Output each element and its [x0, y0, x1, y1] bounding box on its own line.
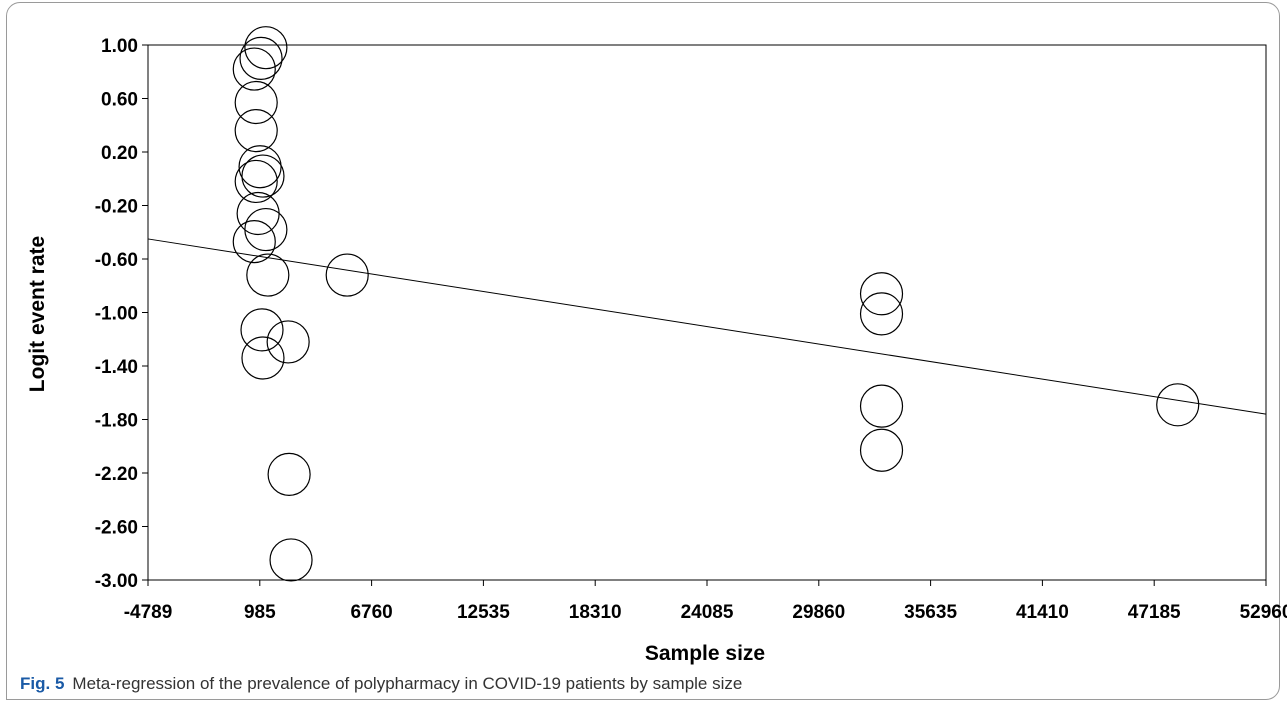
y-tick-label: -1.00	[95, 304, 138, 325]
x-tick-label: 12535	[457, 602, 510, 623]
data-point	[859, 292, 904, 336]
data-point	[859, 428, 904, 472]
data-point	[236, 191, 280, 236]
y-axis-title: Logit event rate	[26, 236, 49, 392]
figure-caption: Fig. 5 Meta-regression of the prevalence …	[20, 674, 742, 694]
data-point	[246, 253, 290, 297]
x-tick-label: 35635	[904, 602, 957, 623]
data-point	[325, 253, 369, 297]
data-point	[1156, 383, 1200, 427]
y-tick-label: -2.60	[95, 518, 138, 539]
x-tick-label: 18310	[569, 602, 622, 623]
regression-line	[147, 238, 1267, 415]
data-point	[234, 109, 278, 153]
data-point	[267, 452, 311, 496]
x-axis-title: Sample size	[645, 642, 765, 665]
data-point	[234, 80, 278, 125]
data-point	[234, 159, 278, 204]
data-point	[238, 145, 282, 189]
x-tick-label: 24085	[681, 602, 734, 623]
figure-frame	[6, 2, 1280, 700]
x-tick-label: 52960	[1240, 602, 1287, 623]
figure-label: Fig. 5	[20, 674, 65, 693]
y-tick-label: -1.80	[95, 411, 138, 432]
data-point	[859, 384, 904, 428]
plot-area: 1.00 0.60 0.20 -0.20 -0.60 -1.00 -1.40 -1.80 -2.…	[95, 26, 1287, 623]
x-tick-label: 41410	[1016, 602, 1069, 623]
data-point	[266, 320, 310, 364]
data-point	[232, 220, 276, 264]
y-tick-label: -2.20	[95, 464, 138, 485]
data-point	[859, 272, 904, 316]
x-tick-label: 47185	[1128, 602, 1181, 623]
x-tick-label: 985	[244, 602, 276, 623]
data-point	[239, 36, 283, 80]
y-tick-label: -0.60	[95, 250, 138, 271]
y-tick-label: 0.60	[101, 90, 138, 111]
data-point	[241, 154, 285, 198]
data-point	[241, 336, 285, 380]
data-point	[269, 538, 313, 582]
chart: 1.00 0.60 0.20 -0.20 -0.60 -1.00 -1.40 -1.80 -2.…	[26, 26, 1287, 665]
y-tick-label: -3.00	[95, 571, 138, 592]
data-point	[240, 308, 284, 352]
y-tick-label: -0.20	[95, 197, 138, 218]
x-tick-label: 29860	[792, 602, 845, 623]
y-tick-label: 0.20	[101, 143, 138, 164]
plot-border	[147, 44, 1267, 581]
caption-text: Meta-regression of the prevalence of pol…	[72, 674, 743, 693]
data-point	[244, 207, 288, 252]
data-point	[232, 47, 276, 91]
x-tick-label: -4789	[124, 602, 173, 623]
data-point	[244, 26, 288, 70]
y-tick-label: -1.40	[95, 357, 138, 378]
y-tick-label: 1.00	[101, 36, 138, 57]
x-tick-label: 6760	[350, 602, 392, 623]
